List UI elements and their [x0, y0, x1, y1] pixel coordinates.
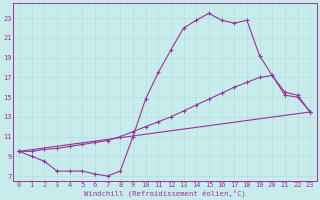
X-axis label: Windchill (Refroidissement éolien,°C): Windchill (Refroidissement éolien,°C) [84, 189, 245, 197]
